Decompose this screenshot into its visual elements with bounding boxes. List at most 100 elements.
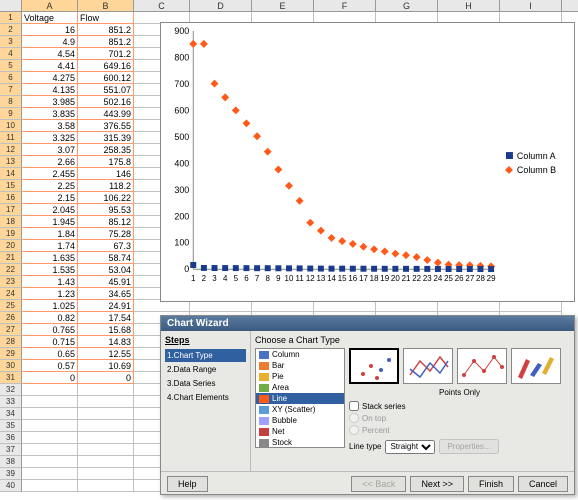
row-header[interactable]: 17: [0, 204, 22, 216]
cell[interactable]: 1.635: [22, 252, 78, 264]
corner-cell[interactable]: [0, 0, 22, 12]
cell[interactable]: Voltage: [22, 12, 78, 24]
cell[interactable]: [22, 408, 78, 420]
cell[interactable]: 75.28: [78, 228, 134, 240]
finish-button[interactable]: Finish: [468, 476, 514, 492]
stack-series-option[interactable]: Stack series: [349, 401, 570, 411]
chart-type-item[interactable]: Bar: [256, 360, 344, 371]
cell[interactable]: 118.2: [78, 180, 134, 192]
chart-type-list[interactable]: ColumnBarPieAreaLineXY (Scatter)BubbleNe…: [255, 348, 345, 448]
help-button[interactable]: Help: [167, 476, 208, 492]
cell[interactable]: [22, 456, 78, 468]
row-header[interactable]: 9: [0, 108, 22, 120]
row-header[interactable]: 20: [0, 240, 22, 252]
cell[interactable]: 53.04: [78, 264, 134, 276]
column-header-F[interactable]: F: [314, 0, 376, 11]
row-header[interactable]: 4: [0, 48, 22, 60]
chart-type-item[interactable]: Bubble: [256, 415, 344, 426]
cell[interactable]: 3.325: [22, 132, 78, 144]
row-header[interactable]: 21: [0, 252, 22, 264]
row-header[interactable]: 15: [0, 180, 22, 192]
cell[interactable]: [78, 420, 134, 432]
cell[interactable]: 1.84: [22, 228, 78, 240]
cell[interactable]: 14.83: [78, 336, 134, 348]
cell[interactable]: 4.9: [22, 36, 78, 48]
row-header[interactable]: 27: [0, 324, 22, 336]
cell[interactable]: 443.99: [78, 108, 134, 120]
row-header[interactable]: 36: [0, 432, 22, 444]
cell[interactable]: 0: [22, 372, 78, 384]
column-header-A[interactable]: A: [22, 0, 78, 11]
row-header[interactable]: 18: [0, 216, 22, 228]
cancel-button[interactable]: Cancel: [518, 476, 568, 492]
cell[interactable]: Flow: [78, 12, 134, 24]
row-header[interactable]: 32: [0, 384, 22, 396]
chart-type-item[interactable]: Line: [256, 393, 344, 404]
cell[interactable]: 258.35: [78, 144, 134, 156]
cell[interactable]: 3.985: [22, 96, 78, 108]
row-header[interactable]: 1: [0, 12, 22, 24]
chart-subtype-preview[interactable]: [403, 348, 453, 384]
chart-area[interactable]: 0100200300400500600700800900123456789101…: [160, 22, 575, 302]
cell[interactable]: [22, 384, 78, 396]
cell[interactable]: [22, 432, 78, 444]
column-header-H[interactable]: H: [438, 0, 500, 11]
cell[interactable]: 12.55: [78, 348, 134, 360]
cell[interactable]: 4.275: [22, 72, 78, 84]
cell[interactable]: 2.455: [22, 168, 78, 180]
row-header[interactable]: 19: [0, 228, 22, 240]
next-button[interactable]: Next >>: [410, 476, 464, 492]
column-header-C[interactable]: C: [134, 0, 190, 11]
wizard-titlebar[interactable]: Chart Wizard: [161, 316, 574, 331]
cell[interactable]: 851.2: [78, 24, 134, 36]
stack-series-checkbox[interactable]: [349, 401, 359, 411]
cell[interactable]: 146: [78, 168, 134, 180]
cell[interactable]: [78, 408, 134, 420]
cell[interactable]: 67.3: [78, 240, 134, 252]
column-header-G[interactable]: G: [376, 0, 438, 11]
row-header[interactable]: 26: [0, 312, 22, 324]
chart-type-item[interactable]: Stock: [256, 437, 344, 448]
cell[interactable]: 24.91: [78, 300, 134, 312]
cell[interactable]: [78, 384, 134, 396]
properties-button[interactable]: Properties...: [439, 439, 498, 454]
row-header[interactable]: 10: [0, 120, 22, 132]
chart-subtype-preview[interactable]: [511, 348, 561, 384]
cell[interactable]: 85.12: [78, 216, 134, 228]
cell[interactable]: 34.65: [78, 288, 134, 300]
row-header[interactable]: 30: [0, 360, 22, 372]
linetype-select[interactable]: Straight: [385, 440, 435, 454]
chart-type-item[interactable]: Net: [256, 426, 344, 437]
chart-subtype-preview[interactable]: [457, 348, 507, 384]
cell[interactable]: 649.16: [78, 60, 134, 72]
row-header[interactable]: 12: [0, 144, 22, 156]
cell[interactable]: 58.74: [78, 252, 134, 264]
wizard-step[interactable]: 3.Data Series: [165, 377, 246, 390]
cell[interactable]: [78, 468, 134, 480]
wizard-step[interactable]: 1.Chart Type: [165, 349, 246, 362]
cell[interactable]: 2.045: [22, 204, 78, 216]
wizard-step[interactable]: 4.Chart Elements: [165, 391, 246, 404]
chart-type-item[interactable]: Area: [256, 382, 344, 393]
cell[interactable]: 0.57: [22, 360, 78, 372]
column-header-E[interactable]: E: [252, 0, 314, 11]
cell[interactable]: 1.945: [22, 216, 78, 228]
cell[interactable]: 1.43: [22, 276, 78, 288]
cell[interactable]: 2.15: [22, 192, 78, 204]
cell[interactable]: 851.2: [78, 36, 134, 48]
cell[interactable]: [78, 432, 134, 444]
cell[interactable]: 1.025: [22, 300, 78, 312]
cell[interactable]: 600.12: [78, 72, 134, 84]
cell[interactable]: 1.74: [22, 240, 78, 252]
cell[interactable]: 16: [22, 24, 78, 36]
cell[interactable]: 315.39: [78, 132, 134, 144]
row-header[interactable]: 25: [0, 300, 22, 312]
cell[interactable]: 376.55: [78, 120, 134, 132]
cell[interactable]: [22, 420, 78, 432]
cell[interactable]: [22, 396, 78, 408]
column-header-D[interactable]: D: [190, 0, 252, 11]
cell[interactable]: 0.65: [22, 348, 78, 360]
cell[interactable]: [78, 396, 134, 408]
cell[interactable]: 175.8: [78, 156, 134, 168]
cell[interactable]: 3.58: [22, 120, 78, 132]
